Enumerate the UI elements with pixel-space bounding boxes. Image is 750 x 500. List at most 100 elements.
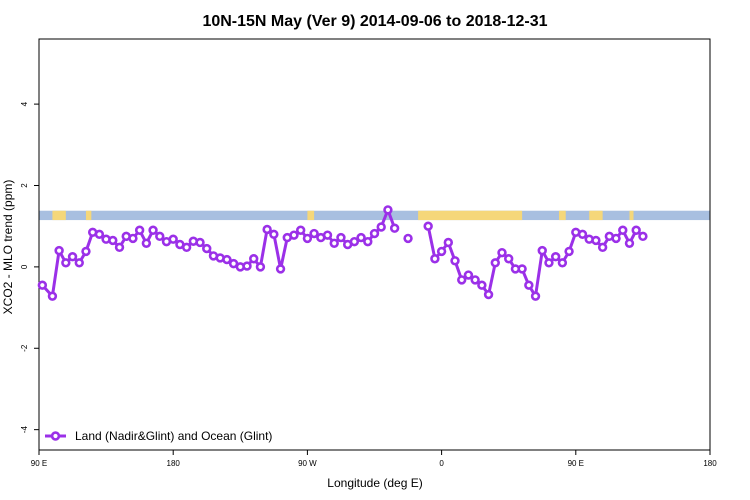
data-point	[349, 236, 360, 247]
land-segment	[52, 210, 66, 221]
data-point	[577, 229, 588, 240]
land-segment	[307, 210, 315, 221]
y-tick-label: -4	[20, 426, 29, 434]
data-point	[47, 291, 58, 301]
y-axis-label: XCO2 - MLO trend (ppm)	[1, 180, 15, 315]
data-point	[181, 242, 192, 253]
x-axis-label: Longitude (deg E)	[327, 476, 422, 490]
data-point	[591, 235, 601, 246]
x-tick-label: 0	[439, 459, 444, 468]
data-point	[497, 247, 507, 258]
x-tick-label: 180	[703, 459, 717, 468]
data-point	[597, 242, 608, 253]
data-point	[618, 225, 628, 235]
data-point	[524, 280, 534, 290]
data-point	[289, 230, 299, 240]
data-point	[134, 225, 145, 235]
data-point	[108, 235, 118, 246]
data-point	[67, 252, 78, 262]
data-point	[249, 254, 259, 264]
data-point	[564, 246, 574, 257]
land-segment	[629, 210, 634, 221]
data-point	[436, 246, 447, 257]
y-tick-label: 4	[20, 101, 29, 106]
legend-marker	[50, 431, 61, 441]
data-point	[638, 231, 648, 242]
data-point	[483, 289, 494, 300]
y-axis: -4 -2 0 2 4	[20, 101, 39, 433]
data-point	[202, 243, 212, 254]
data-point	[336, 232, 346, 243]
y-tick-label: -2	[20, 344, 29, 352]
data-point	[275, 264, 286, 274]
series-line	[41, 208, 397, 298]
data-point	[155, 231, 165, 242]
data-point	[222, 254, 232, 265]
data-point	[148, 225, 158, 235]
data-point	[37, 280, 48, 290]
legend: Land (Nadir&Glint) and Ocean (Glint)	[45, 429, 272, 443]
data-point	[242, 261, 252, 271]
data-point	[114, 242, 125, 253]
y-tick-label: 2	[20, 183, 29, 188]
data-point	[262, 224, 272, 235]
data-point	[195, 237, 205, 248]
x-tick-label: 90 E	[31, 459, 47, 468]
data-point	[477, 280, 487, 290]
data-point	[470, 275, 480, 285]
data-point	[128, 233, 138, 244]
data-point	[389, 223, 400, 233]
data-point	[550, 252, 561, 262]
data-point	[611, 233, 621, 244]
legend-label: Land (Nadir&Glint) and Ocean (Glint)	[75, 429, 272, 443]
data-point	[403, 233, 413, 244]
data-point	[94, 229, 105, 240]
data-point	[624, 238, 635, 248]
data-point	[557, 258, 568, 268]
data-point	[295, 225, 306, 235]
land-segment	[559, 210, 566, 221]
data-point	[302, 233, 313, 244]
data-point	[490, 258, 500, 268]
x-tick-label: 90 E	[568, 459, 584, 468]
data-point	[544, 258, 554, 268]
data-point	[463, 270, 474, 280]
data-point	[329, 238, 339, 248]
land-ocean-band	[39, 210, 710, 221]
data-point	[309, 228, 319, 239]
chart-title: 10N-15N May (Ver 9) 2014-09-06 to 2018-1…	[202, 13, 547, 30]
ocean-band	[39, 210, 710, 221]
x-tick-label: 180	[167, 459, 181, 468]
data-point	[430, 254, 440, 264]
data-point	[530, 291, 541, 301]
data-point	[383, 205, 393, 215]
data-point	[537, 245, 547, 256]
x-axis: 90 E 180 90 W 0 90 E 180	[31, 450, 717, 468]
data-point	[74, 258, 84, 268]
land-segment	[85, 210, 92, 221]
data-point	[363, 236, 373, 247]
plot-frame	[38, 38, 711, 451]
y-tick-label: 0	[20, 264, 29, 269]
data-point	[423, 221, 433, 231]
land-segment	[589, 210, 603, 221]
x-tick-label: 90 W	[298, 459, 317, 468]
data-point	[54, 245, 64, 256]
data-point	[443, 237, 454, 248]
data-point	[504, 254, 514, 264]
data-point	[322, 230, 333, 240]
data-point	[168, 234, 178, 244]
data-point	[81, 246, 91, 257]
series-layer	[37, 205, 648, 301]
data-point	[141, 238, 152, 248]
data-point	[369, 228, 380, 239]
data-point	[255, 262, 266, 272]
data-point	[450, 256, 460, 266]
data-point	[356, 232, 366, 243]
data-point	[376, 222, 386, 232]
data-point	[61, 258, 71, 268]
data-point	[269, 229, 279, 240]
data-point	[457, 275, 467, 285]
data-point	[631, 225, 641, 235]
